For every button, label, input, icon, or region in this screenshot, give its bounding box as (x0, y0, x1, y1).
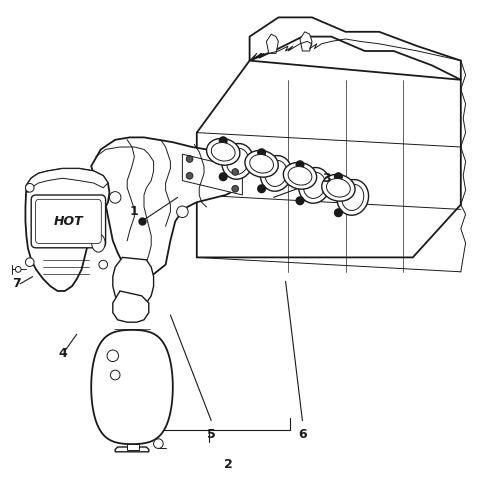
Circle shape (177, 206, 188, 218)
Polygon shape (115, 447, 149, 452)
Circle shape (25, 184, 34, 192)
Polygon shape (91, 138, 242, 277)
Text: HOT: HOT (54, 215, 83, 228)
Circle shape (335, 209, 342, 217)
Ellipse shape (299, 168, 330, 203)
Ellipse shape (265, 160, 287, 187)
Ellipse shape (227, 148, 249, 174)
Text: 7: 7 (12, 278, 21, 290)
Circle shape (258, 149, 265, 156)
Circle shape (219, 137, 227, 145)
Ellipse shape (326, 178, 350, 197)
Circle shape (258, 185, 265, 192)
Circle shape (154, 439, 163, 449)
Ellipse shape (250, 155, 274, 173)
Text: 5: 5 (207, 429, 216, 441)
Ellipse shape (222, 143, 253, 179)
Circle shape (15, 266, 21, 272)
Polygon shape (197, 61, 461, 258)
Polygon shape (26, 169, 108, 192)
Polygon shape (300, 32, 312, 51)
Polygon shape (113, 258, 154, 305)
Ellipse shape (322, 174, 355, 201)
Polygon shape (113, 291, 149, 322)
Ellipse shape (245, 151, 278, 177)
Ellipse shape (211, 142, 235, 161)
FancyBboxPatch shape (36, 199, 101, 243)
Circle shape (109, 191, 121, 203)
Ellipse shape (283, 162, 317, 189)
Polygon shape (250, 17, 461, 80)
Ellipse shape (337, 179, 369, 215)
Ellipse shape (342, 184, 364, 210)
Ellipse shape (206, 139, 240, 165)
Circle shape (25, 258, 34, 266)
Text: 2: 2 (224, 458, 232, 471)
Text: 1: 1 (130, 205, 139, 218)
Text: 4: 4 (58, 347, 67, 360)
Circle shape (110, 370, 120, 380)
Polygon shape (266, 34, 278, 53)
Polygon shape (182, 154, 242, 195)
Ellipse shape (260, 156, 292, 191)
Circle shape (107, 350, 119, 362)
Circle shape (99, 260, 108, 269)
Circle shape (232, 169, 239, 175)
Circle shape (232, 185, 239, 192)
Ellipse shape (303, 173, 325, 198)
Polygon shape (25, 169, 109, 291)
Circle shape (219, 173, 227, 181)
Text: 3: 3 (322, 172, 331, 185)
FancyBboxPatch shape (31, 195, 106, 248)
Ellipse shape (288, 167, 312, 185)
Circle shape (186, 173, 193, 179)
Circle shape (296, 161, 304, 169)
Text: 6: 6 (298, 429, 307, 441)
Polygon shape (127, 444, 139, 451)
Ellipse shape (92, 234, 105, 252)
Circle shape (186, 156, 193, 162)
Circle shape (296, 197, 304, 205)
Polygon shape (91, 330, 173, 444)
Circle shape (335, 173, 342, 181)
